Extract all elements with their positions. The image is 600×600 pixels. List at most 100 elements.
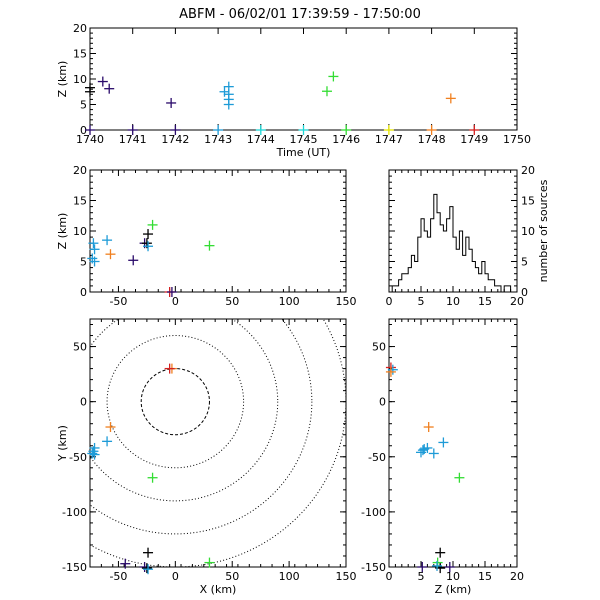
- source-point-indigo: [417, 562, 428, 572]
- source-point-indigo: [128, 255, 139, 266]
- y-axis-title: Z (km): [56, 213, 69, 250]
- source-point-indigo: [120, 558, 131, 569]
- source-point-blue: [102, 235, 113, 246]
- figure-title: ABFM - 06/02/01 17:39:59 - 17:50:00: [179, 7, 421, 22]
- source-point-indigo: [85, 125, 95, 135]
- source-point-red: [164, 363, 175, 374]
- source-point-orange: [445, 93, 456, 104]
- panels-layer: 1740 1741 1742 1743 1744 1745 1746 1747 1748 1749…: [56, 22, 550, 596]
- x-tick-label: 1747: [375, 133, 403, 146]
- source-point-blue: [89, 244, 100, 255]
- y-tick-label: 20: [521, 164, 535, 177]
- source-point-blue: [417, 445, 428, 456]
- y-tick-label: 0: [80, 124, 87, 137]
- source-point-blue: [87, 448, 98, 459]
- x-tick-label: 1742: [161, 133, 189, 146]
- source-point-blue: [89, 449, 100, 460]
- x-tick-label: -50: [109, 295, 127, 308]
- y-tick-label: 10: [521, 225, 535, 238]
- x-axis-title: Time (UT): [276, 146, 331, 159]
- source-point-indigo: [444, 562, 455, 572]
- height-y-panel: 0 5 10 15 20 -150 -100 -50 0 50 Z (km): [361, 318, 524, 596]
- x-tick-label: 50: [225, 295, 239, 308]
- y-tick-label: 0: [80, 396, 87, 409]
- range-ring: [90, 319, 279, 502]
- y-axis-title: Z (km): [56, 61, 69, 98]
- source-point-blue: [428, 448, 439, 459]
- y-tick-label: 15: [521, 195, 535, 208]
- source-point-orange: [385, 366, 396, 377]
- x-tick-label: 1744: [247, 133, 275, 146]
- x-tick-label: 1745: [290, 133, 318, 146]
- y-tick-label: 15: [73, 48, 87, 61]
- x-tick-label: 15: [478, 570, 492, 583]
- y-tick-label: 10: [73, 225, 87, 238]
- x-tick-label: 1746: [332, 133, 360, 146]
- source-point-green: [454, 472, 465, 483]
- y-tick-label: 0: [521, 286, 528, 299]
- x-tick-label: 150: [336, 570, 357, 583]
- x-tick-label: 20: [510, 295, 524, 308]
- source-point-black: [141, 563, 152, 574]
- source-point-blue: [213, 125, 224, 135]
- source-point-green: [321, 86, 332, 97]
- source-point-indigo: [104, 83, 115, 94]
- y-tick-label: 20: [73, 22, 87, 35]
- source-point-green: [204, 240, 215, 251]
- x-tick-label: 0: [386, 295, 393, 308]
- plan-view-frame: [89, 318, 347, 568]
- source-point-black: [435, 547, 446, 558]
- x-tick-label: 0: [386, 570, 393, 583]
- x-tick-label: 100: [279, 570, 300, 583]
- source-point-indigo: [127, 125, 138, 135]
- x-tick-label: 0: [172, 570, 179, 583]
- y-tick-label: 50: [372, 341, 386, 354]
- source-point-green: [147, 219, 158, 230]
- source-point-blue: [387, 364, 398, 375]
- y-tick-label: -150: [62, 561, 87, 574]
- source-point-orange: [105, 249, 116, 260]
- x-tick-label: 1749: [460, 133, 488, 146]
- x-tick-label: 5: [418, 570, 425, 583]
- source-point-blue: [102, 436, 113, 447]
- x-tick-label: 1741: [119, 133, 147, 146]
- x-tick-label: 1740: [76, 133, 104, 146]
- source-point-cyan: [298, 125, 309, 135]
- y-tick-label: -50: [368, 451, 386, 464]
- x-tick-label: 0: [172, 295, 179, 308]
- y-tick-label: 20: [73, 164, 87, 177]
- y-tick-label: -150: [361, 561, 386, 574]
- source-point-blue: [143, 564, 154, 575]
- range-ring: [140, 368, 210, 436]
- y-tick-label: -100: [62, 506, 87, 519]
- x-axis-title: Z (km): [435, 583, 472, 596]
- source-point-yellow: [383, 125, 394, 135]
- y-axis-title: number of sources: [537, 179, 550, 282]
- y-tick-label: 0: [379, 396, 386, 409]
- source-point-blue: [88, 238, 99, 249]
- time-height-frame: [89, 27, 518, 131]
- y-tick-label: 5: [521, 256, 528, 269]
- source-point-blue: [432, 560, 442, 571]
- source-point-blue: [219, 86, 230, 97]
- source-point-indigo: [97, 76, 108, 87]
- source-point-black: [143, 229, 154, 240]
- x-tick-label: 1748: [418, 133, 446, 146]
- x-tick-label: 150: [336, 295, 357, 308]
- source-point-indigo: [166, 287, 177, 297]
- source-point-red: [469, 125, 480, 135]
- source-point-green: [328, 71, 339, 82]
- source-point-blue: [223, 99, 234, 110]
- x-tick-label: 100: [279, 295, 300, 308]
- source-point-orange: [423, 422, 434, 433]
- range-ring: [106, 335, 245, 469]
- y-tick-label: 0: [80, 286, 87, 299]
- x-tick-label: 5: [418, 295, 425, 308]
- source-point-black: [143, 547, 154, 558]
- y-tick-label: -50: [69, 451, 87, 464]
- source-point-blue: [89, 256, 100, 267]
- x-tick-label: 50: [225, 570, 239, 583]
- source-point-orange: [426, 125, 437, 135]
- x-tick-label: 10: [446, 570, 460, 583]
